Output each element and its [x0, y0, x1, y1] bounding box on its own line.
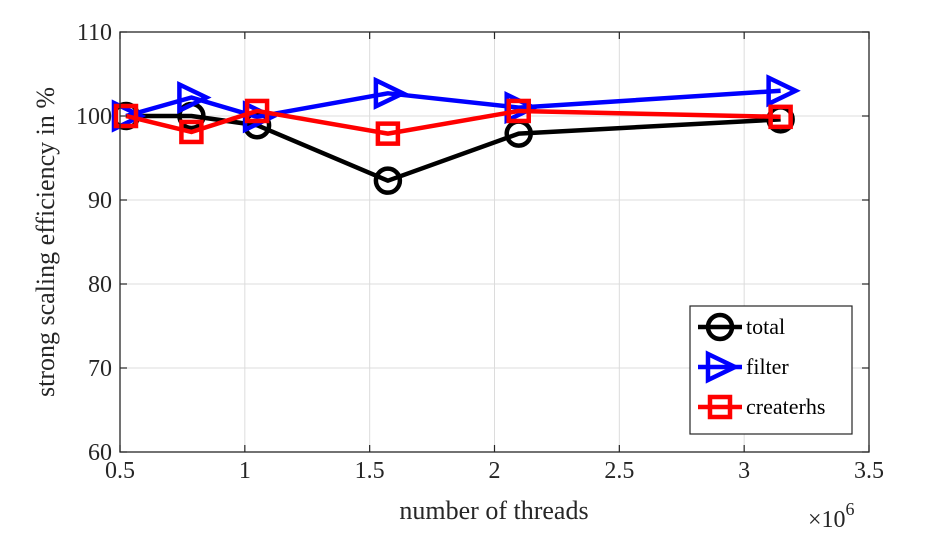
createrhs-point-marker: [179, 119, 204, 145]
legend-swatch-marker: [705, 312, 735, 342]
createrhs-point-marker: [506, 98, 531, 124]
legend: total filter createrhs: [689, 305, 853, 435]
legend-label: createrhs: [746, 394, 825, 419]
filter-point-marker: [373, 76, 409, 110]
series-total: [111, 101, 795, 195]
x-tick-label: 3.5: [854, 458, 884, 484]
series-line-total: [125, 113, 781, 183]
x-tick-label: 2.5: [604, 458, 634, 484]
x-tick-labels: 0.5 1 1.5 2 2.5 3 3.5: [105, 458, 884, 484]
total-point-marker: [373, 166, 403, 195]
x-exponent-power: 6: [846, 499, 855, 519]
legend-box: [689, 305, 853, 435]
createrhs-point-marker: [768, 104, 793, 130]
x-tick-label: 1.5: [355, 458, 385, 484]
legend-swatch-marker: [707, 394, 733, 420]
series-createrhs: [113, 98, 793, 146]
series-layer: [111, 74, 801, 195]
legend-item-total: total: [698, 312, 785, 342]
legend-item-createrhs: createrhs: [698, 394, 825, 420]
y-tick-labels: 60 70 80 90 100 110: [76, 20, 112, 466]
filter-point-marker: [177, 80, 212, 115]
y-tick-label: 60: [88, 440, 112, 466]
x-exponent-label: ×106: [808, 499, 855, 533]
createrhs-point-marker: [244, 98, 270, 124]
x-tick-label: 2: [489, 458, 501, 484]
y-tick-label: 110: [77, 20, 112, 46]
x-tick-label: 0.5: [105, 458, 135, 484]
x-tick-label: 3: [738, 458, 750, 484]
x-exponent-base: ×10: [808, 507, 846, 533]
y-tick-label: 70: [88, 356, 112, 382]
y-tick-label: 80: [88, 272, 112, 298]
legend-label: filter: [746, 354, 789, 379]
legend-item-filter: filter: [698, 350, 789, 384]
tick-marks: [119, 31, 870, 453]
x-axis-label: number of threads: [399, 496, 588, 525]
legend-swatch-marker: [705, 350, 741, 384]
series-line-createrhs: [125, 108, 781, 136]
y-axis-label: strong scaling efficiency in %: [31, 87, 60, 397]
filter-point-marker: [766, 74, 801, 108]
x-tick-label: 1: [239, 458, 251, 484]
legend-label: total: [746, 314, 785, 339]
y-tick-label: 90: [88, 188, 112, 214]
createrhs-point-marker: [113, 103, 139, 129]
createrhs-point-marker: [375, 121, 401, 146]
y-tick-label: 100: [76, 104, 112, 130]
